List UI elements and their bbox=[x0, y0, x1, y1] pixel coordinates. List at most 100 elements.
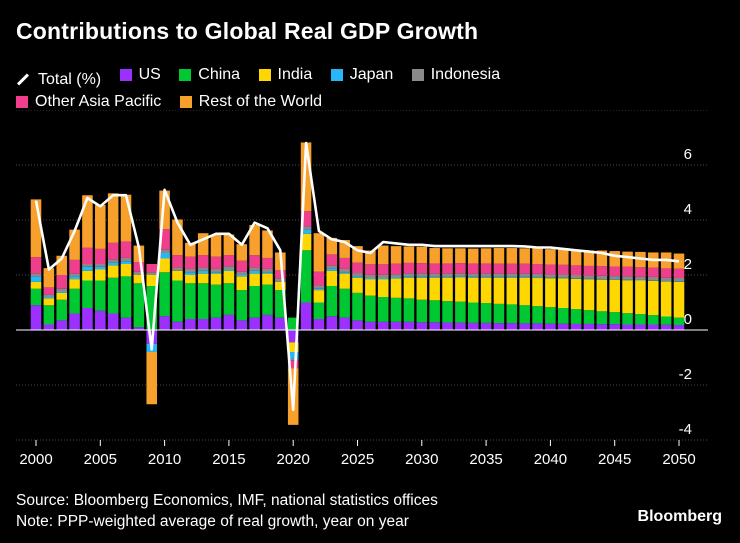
bar-segment bbox=[159, 229, 170, 250]
x-tick-label: 2015 bbox=[212, 451, 245, 468]
bar-segment bbox=[223, 270, 235, 284]
bar-segment bbox=[82, 280, 93, 308]
source-note: Source: Bloomberg Economics, IMF, nation… bbox=[16, 492, 438, 509]
bar-segment bbox=[493, 323, 505, 330]
bar-segment bbox=[236, 271, 248, 275]
bar-segment bbox=[416, 299, 428, 323]
bar-segment bbox=[120, 241, 132, 258]
y-tick-label: 6 bbox=[684, 146, 692, 163]
bar-segment bbox=[326, 254, 338, 266]
bar-segment bbox=[339, 288, 350, 318]
bar-segment bbox=[455, 322, 466, 330]
bar-segment bbox=[185, 283, 196, 319]
bar-segment bbox=[480, 277, 492, 304]
bar-segment bbox=[596, 324, 608, 330]
x-tick-label: 2025 bbox=[341, 451, 374, 468]
x-tick-label: 2035 bbox=[469, 451, 502, 468]
bar-segment bbox=[287, 352, 299, 359]
legend-item-japan: Japan bbox=[330, 64, 393, 86]
bar-segment bbox=[210, 273, 222, 285]
bar-segment bbox=[557, 277, 569, 279]
bar-segment bbox=[532, 323, 543, 330]
legend-label: US bbox=[138, 66, 161, 83]
bar-segment bbox=[236, 275, 248, 277]
bar-segment bbox=[69, 313, 80, 330]
legend-item-indonesia: Indonesia bbox=[411, 64, 500, 86]
bar-segment bbox=[287, 360, 299, 369]
bar-segment bbox=[30, 288, 42, 306]
bar-segment bbox=[493, 303, 505, 324]
legend-item-total: Total (%) bbox=[16, 69, 101, 91]
bar-segment bbox=[313, 233, 325, 272]
bar-segment bbox=[326, 265, 338, 269]
bar-segment bbox=[493, 273, 505, 277]
bar-segment bbox=[377, 264, 389, 275]
bar-segment bbox=[467, 248, 479, 264]
bar-segment bbox=[30, 281, 42, 289]
bar-segment bbox=[648, 315, 659, 325]
bar-segment bbox=[69, 288, 80, 314]
bar-segment bbox=[660, 281, 672, 317]
bar-segment bbox=[429, 276, 440, 278]
bar-segment bbox=[622, 276, 633, 280]
bar-segment bbox=[275, 270, 286, 279]
bar-segment bbox=[120, 257, 132, 262]
footer-notes: Source: Bloomberg Economics, IMF, nation… bbox=[16, 490, 438, 532]
bar-segment bbox=[82, 264, 93, 267]
bar-segment bbox=[609, 266, 620, 277]
bar-segment bbox=[416, 277, 428, 300]
bar-segment bbox=[583, 275, 595, 279]
bar-segment bbox=[673, 281, 685, 318]
bar-segment bbox=[275, 290, 286, 318]
bar-segment bbox=[133, 283, 145, 328]
bar-segment bbox=[223, 283, 235, 315]
bar-segment bbox=[159, 253, 170, 259]
bar-segment bbox=[442, 276, 453, 278]
bar-segment bbox=[146, 275, 158, 286]
bar-segment bbox=[249, 317, 260, 330]
bar-segment bbox=[95, 264, 106, 267]
bar-segment bbox=[673, 268, 685, 279]
bar-segment bbox=[519, 263, 530, 274]
bar-segment bbox=[43, 287, 55, 295]
bar-segment bbox=[557, 308, 569, 324]
bar-segment bbox=[82, 270, 93, 281]
bar-segment bbox=[480, 273, 492, 277]
bar-segment bbox=[635, 324, 646, 330]
bar-segment bbox=[223, 234, 235, 256]
bar-segment bbox=[352, 277, 363, 293]
bar-segment bbox=[416, 263, 428, 274]
bar-segment bbox=[172, 270, 183, 281]
bar-segment bbox=[146, 272, 158, 275]
bar-segment bbox=[519, 273, 530, 277]
bar-segment bbox=[635, 280, 646, 315]
legend-item-rest-of-world: Rest of the World bbox=[179, 91, 322, 113]
bar-segment bbox=[673, 281, 685, 282]
bar-segment bbox=[455, 277, 466, 302]
bloomberg-logo: Bloomberg bbox=[637, 508, 722, 525]
bar-segment bbox=[660, 281, 672, 282]
bar-segment bbox=[403, 321, 415, 330]
bar-segment bbox=[95, 248, 106, 264]
bar-segment bbox=[557, 278, 569, 308]
legend-label: Other Asia Pacific bbox=[35, 92, 162, 110]
legend-swatch-icon bbox=[258, 69, 271, 81]
bar-segment bbox=[596, 311, 608, 325]
bar-segment bbox=[249, 267, 260, 271]
bar-segment bbox=[532, 306, 543, 324]
bar-segment bbox=[287, 317, 299, 330]
bar-segment bbox=[172, 280, 183, 322]
bar-segment bbox=[95, 310, 106, 330]
bar-segment bbox=[545, 278, 556, 308]
bar-segment bbox=[185, 275, 196, 284]
bar-segment bbox=[609, 312, 620, 325]
bar-segment bbox=[467, 302, 479, 323]
bar-segment bbox=[648, 276, 659, 281]
bar-segment bbox=[82, 266, 93, 271]
bar-segment bbox=[583, 250, 595, 266]
bar-segment bbox=[56, 288, 67, 292]
bar-segment bbox=[107, 313, 119, 330]
bar-segment bbox=[557, 323, 569, 330]
bar-segment bbox=[365, 278, 376, 280]
x-tick-label: 2010 bbox=[148, 451, 181, 468]
